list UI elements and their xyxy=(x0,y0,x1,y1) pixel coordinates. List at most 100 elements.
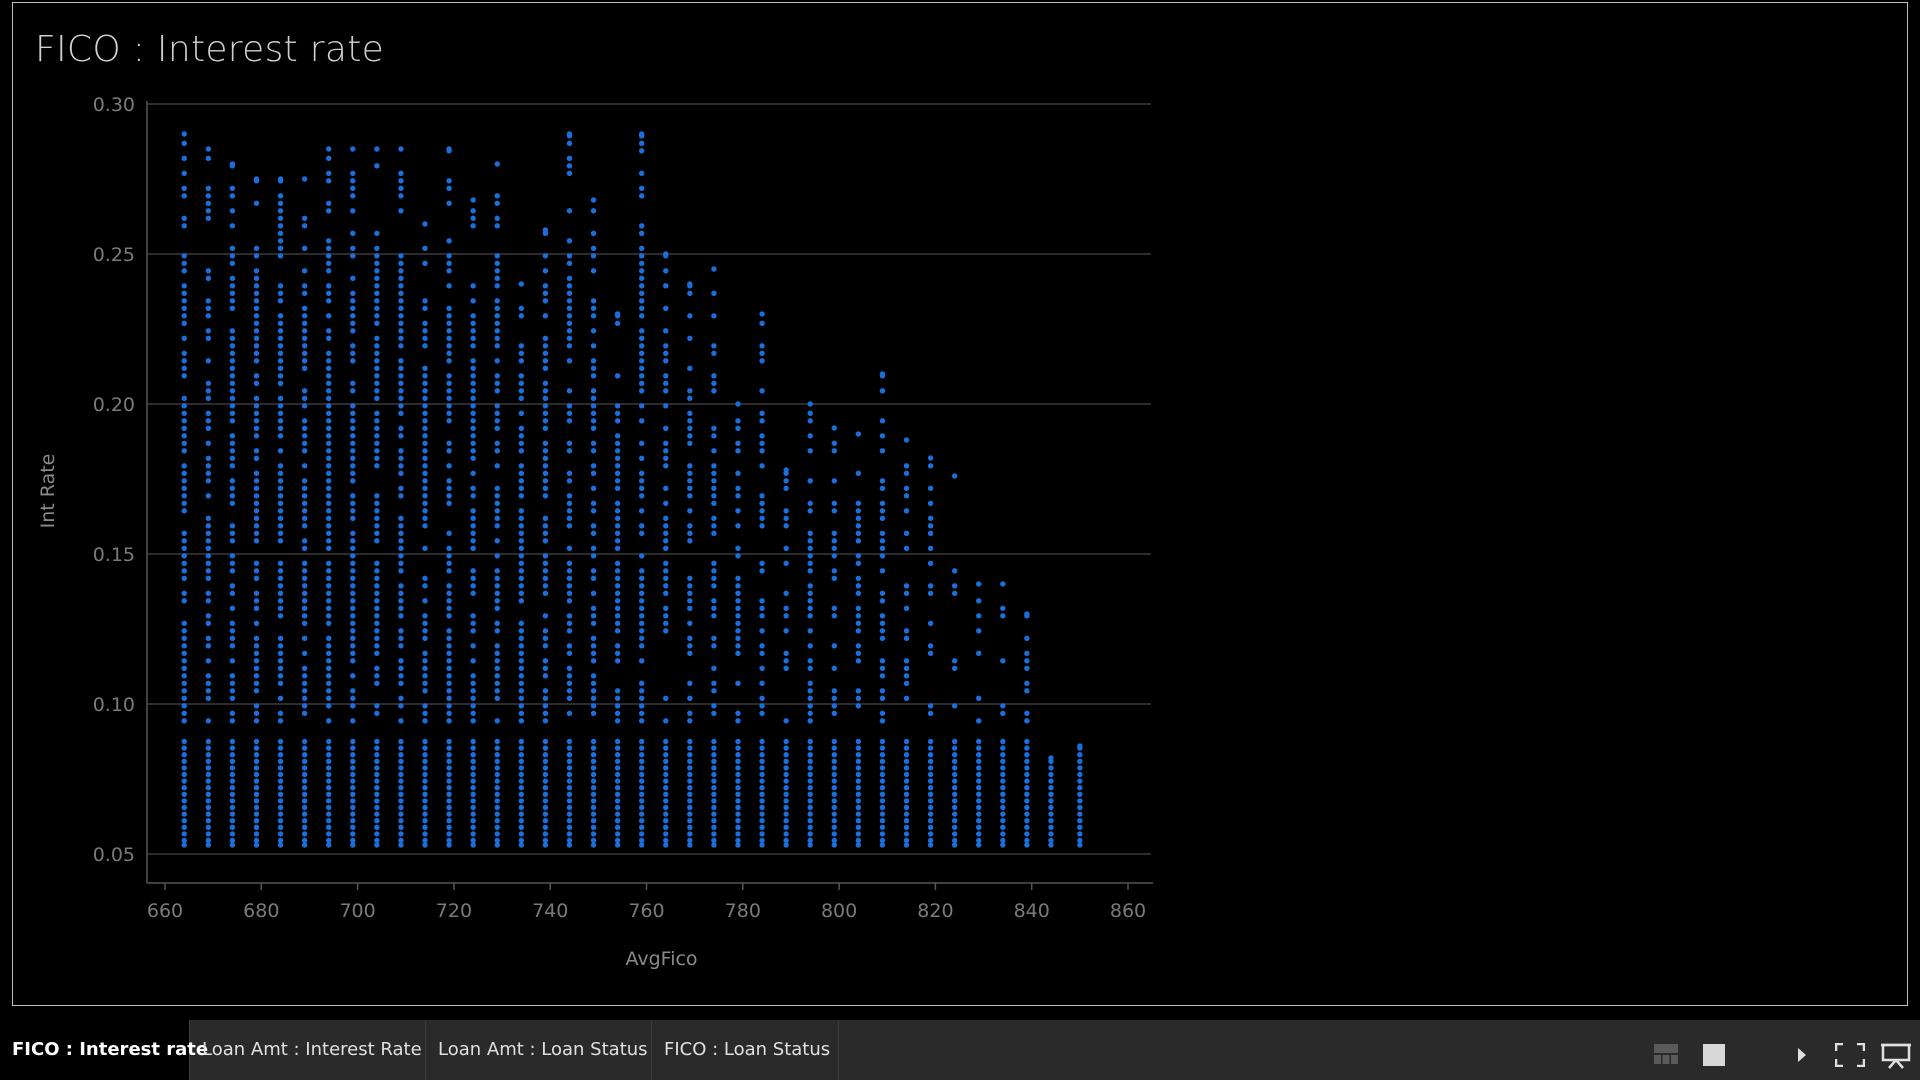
data-point xyxy=(229,752,236,758)
data-point xyxy=(374,298,380,304)
data-point xyxy=(542,831,549,837)
data-point xyxy=(614,620,621,626)
data-point xyxy=(687,842,693,848)
data-point xyxy=(1048,755,1054,761)
data-point xyxy=(181,433,187,439)
data-point xyxy=(638,798,645,804)
data-point xyxy=(374,425,380,431)
data-point xyxy=(350,765,356,771)
data-point xyxy=(687,680,693,686)
data-point xyxy=(422,798,428,804)
data-point xyxy=(181,500,187,506)
data-point xyxy=(614,837,621,844)
data-point xyxy=(831,771,837,778)
data-point xyxy=(446,410,452,416)
data-point xyxy=(205,538,212,544)
data-point xyxy=(350,758,356,764)
data-point xyxy=(326,463,332,469)
data-point xyxy=(374,343,380,349)
data-point xyxy=(518,765,525,771)
data-point xyxy=(374,290,380,296)
data-point xyxy=(638,388,645,394)
data-point xyxy=(518,553,525,559)
data-point xyxy=(855,530,862,536)
data-point xyxy=(422,718,428,724)
tab-fico-loan-status[interactable]: FICO : Loan Status xyxy=(652,1020,839,1080)
data-point xyxy=(470,395,476,401)
data-point xyxy=(518,515,525,521)
data-point xyxy=(711,290,717,296)
tab-loan-amt-interest-rate[interactable]: Loan Amt : Interest Rate xyxy=(190,1020,426,1080)
data-point xyxy=(614,583,621,589)
data-point xyxy=(566,628,573,634)
data-point xyxy=(518,680,525,686)
data-point xyxy=(205,765,212,771)
data-point xyxy=(326,508,332,514)
data-point xyxy=(566,758,573,764)
data-point xyxy=(277,358,284,364)
data-point xyxy=(446,643,452,649)
data-point xyxy=(422,373,428,379)
data-point xyxy=(422,837,428,844)
tab-loan-amt-loan-status[interactable]: Loan Amt : Loan Status xyxy=(426,1020,652,1080)
data-point xyxy=(470,628,476,634)
data-point xyxy=(663,373,669,379)
data-point xyxy=(1048,824,1054,830)
data-point xyxy=(301,343,308,349)
data-point xyxy=(807,545,813,551)
data-point xyxy=(446,463,452,469)
data-point xyxy=(181,485,187,491)
data-point xyxy=(398,752,404,758)
data-point xyxy=(446,373,452,379)
data-point xyxy=(253,688,260,694)
data-point xyxy=(205,568,212,574)
layout-single-icon[interactable] xyxy=(1703,1044,1725,1066)
data-point xyxy=(326,170,332,176)
data-point xyxy=(663,515,669,521)
data-point xyxy=(253,500,260,506)
data-point xyxy=(735,765,741,771)
data-points xyxy=(181,131,1083,848)
data-point xyxy=(638,598,645,604)
present-icon[interactable] xyxy=(1881,1043,1911,1069)
data-point xyxy=(277,448,284,454)
data-point xyxy=(301,245,308,251)
data-point xyxy=(1000,778,1006,784)
data-point xyxy=(253,538,260,544)
data-point xyxy=(976,745,982,751)
layout-thumbnails-icon[interactable] xyxy=(1654,1044,1678,1066)
data-point xyxy=(205,530,212,536)
data-point xyxy=(350,313,356,319)
data-point xyxy=(494,831,500,837)
fullscreen-icon[interactable] xyxy=(1835,1043,1865,1067)
data-point xyxy=(422,818,428,824)
data-point xyxy=(181,545,187,551)
data-point xyxy=(663,350,669,356)
data-point xyxy=(542,253,549,259)
data-point xyxy=(663,380,669,386)
data-point xyxy=(542,553,549,559)
data-point xyxy=(783,791,789,797)
data-point xyxy=(711,752,717,758)
data-point xyxy=(374,313,380,319)
data-point xyxy=(663,328,669,334)
data-point xyxy=(181,590,187,596)
data-point xyxy=(374,530,380,536)
data-point xyxy=(638,403,645,409)
data-point xyxy=(494,253,500,259)
data-point xyxy=(205,440,212,446)
data-point xyxy=(253,470,260,476)
data-point xyxy=(542,718,549,724)
data-point xyxy=(855,785,862,791)
data-point xyxy=(759,643,765,649)
data-point xyxy=(350,208,356,214)
data-point xyxy=(590,500,597,506)
data-point xyxy=(205,590,212,596)
tab-fico-interest-rate[interactable]: FICO : Interest rate xyxy=(0,1020,208,1080)
data-point xyxy=(1024,824,1030,830)
data-point xyxy=(855,771,862,778)
play-icon[interactable] xyxy=(1796,1046,1808,1064)
data-point xyxy=(470,613,476,619)
data-point xyxy=(663,538,669,544)
data-point xyxy=(687,463,693,469)
